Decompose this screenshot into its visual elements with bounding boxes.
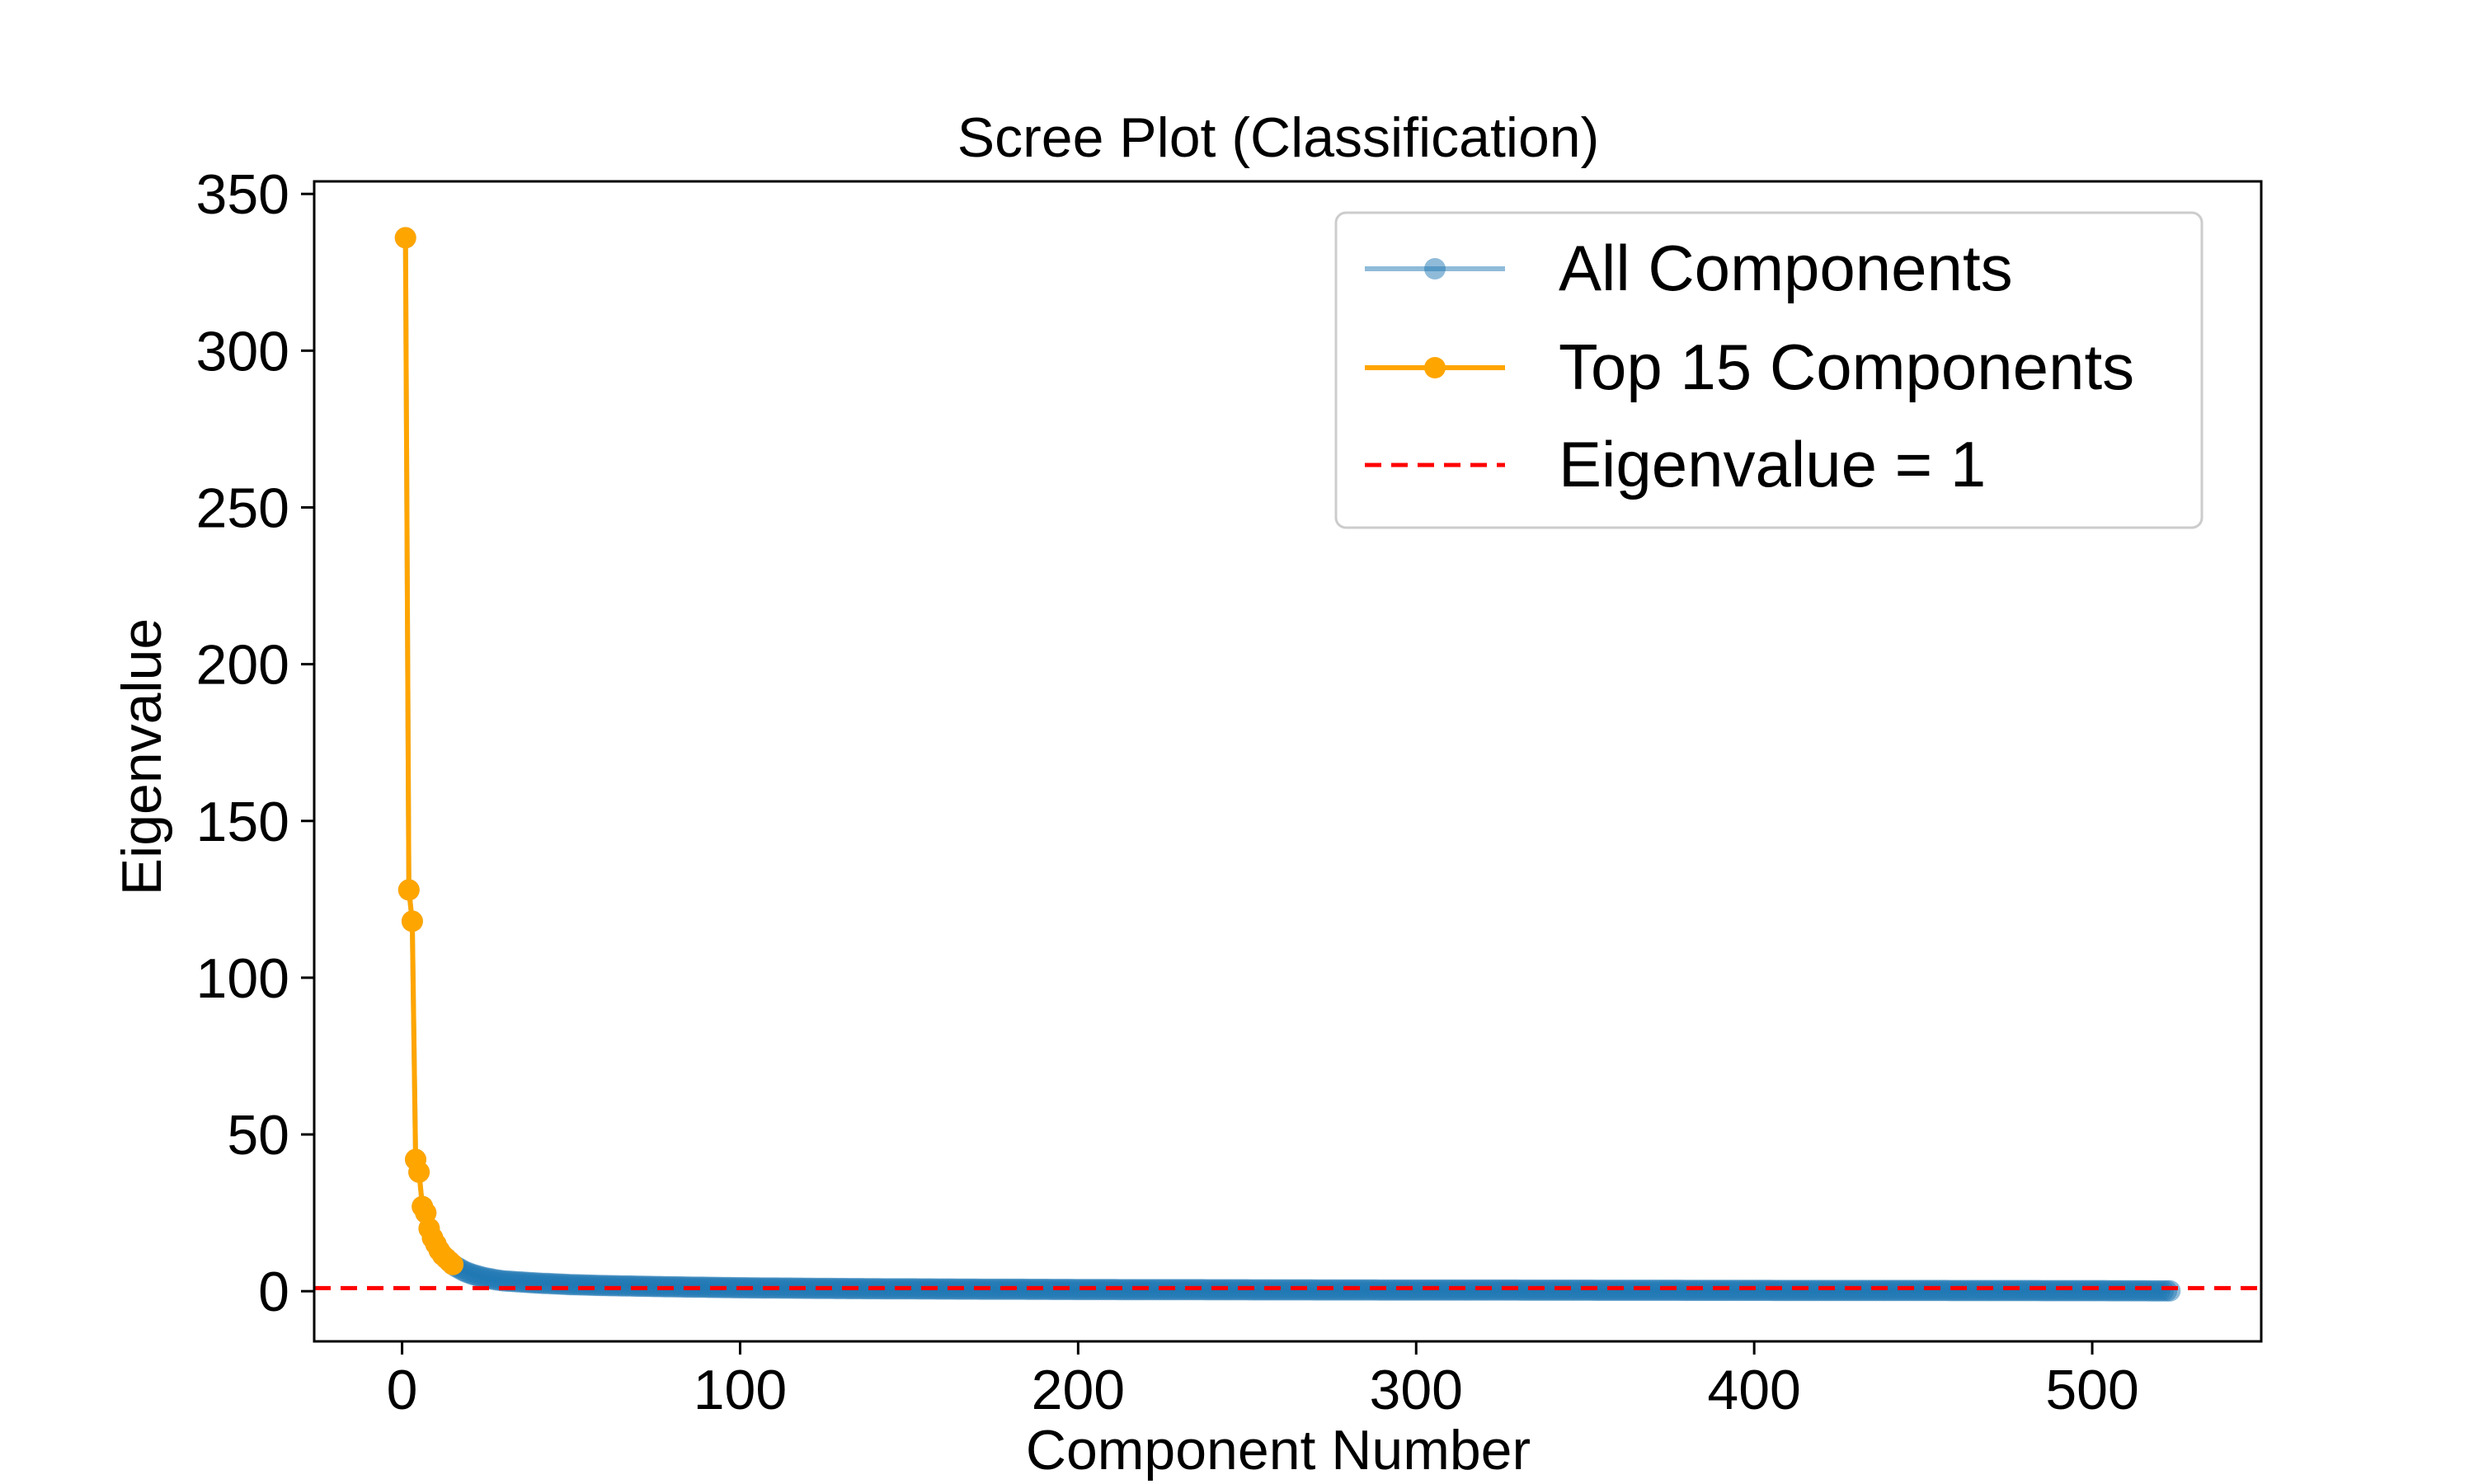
all-components-point <box>2159 1280 2181 1302</box>
legend-label-all-components: All Components <box>1559 232 2013 304</box>
y-tick-label: 200 <box>196 634 289 697</box>
y-tick-label: 100 <box>196 947 289 1010</box>
top-components-point <box>408 1161 430 1183</box>
y-tick-label: 300 <box>196 320 289 383</box>
x-tick-label: 400 <box>1707 1359 1800 1421</box>
x-tick-label: 0 <box>387 1359 418 1421</box>
legend-marker-all-components <box>1424 258 1446 279</box>
y-tick-label: 250 <box>196 477 289 539</box>
x-tick-label: 500 <box>2045 1359 2138 1421</box>
legend-label-threshold: Eigenvalue = 1 <box>1559 428 1986 500</box>
y-tick-label: 150 <box>196 791 289 853</box>
top-components-point <box>401 910 423 932</box>
legend-entry-threshold: Eigenvalue = 1 <box>1365 428 1986 500</box>
y-axis-label: Eigenvalue <box>111 618 173 895</box>
y-axis-ticks: 0 50 100 150 200 250 300 350 <box>196 163 314 1323</box>
axes-frame <box>313 180 2263 1343</box>
x-tick-label: 200 <box>1032 1359 1125 1421</box>
chart-title: Scree Plot (Classification) <box>957 106 1599 169</box>
series-top-components <box>394 227 464 1275</box>
legend-entry-top-components: Top 15 Components <box>1365 331 2134 403</box>
y-tick-label: 0 <box>258 1261 289 1323</box>
legend-box <box>1334 211 2204 529</box>
top-components-point <box>442 1253 464 1275</box>
top-components-point <box>397 879 420 901</box>
x-tick-label: 100 <box>694 1359 787 1421</box>
top-components-point <box>394 227 416 249</box>
y-tick-label: 50 <box>227 1104 289 1167</box>
x-axis-ticks: 0 100 200 300 400 500 <box>387 1341 2139 1421</box>
x-axis-label: Component Number <box>1026 1419 1531 1482</box>
plot-area <box>314 227 2261 1302</box>
legend-entry-all-components: All Components <box>1365 232 2013 304</box>
legend-marker-top-components <box>1424 357 1446 378</box>
x-tick-label: 300 <box>1370 1359 1463 1421</box>
legend-label-top-components: Top 15 Components <box>1559 331 2134 403</box>
y-tick-label: 350 <box>196 163 289 226</box>
legend: All Components Top 15 Components Eigenva… <box>1334 211 2204 529</box>
